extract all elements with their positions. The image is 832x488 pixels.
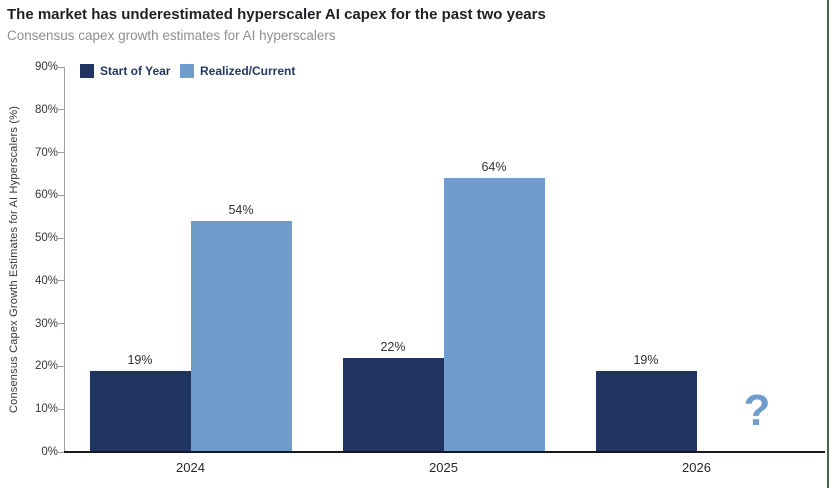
chart-title: The market has underestimated hyperscale…: [7, 6, 546, 23]
x-category-label: 2026: [682, 460, 711, 475]
legend-label-start-of-year: Start of Year: [100, 64, 171, 78]
bar-value-label: 19%: [633, 352, 659, 367]
y-tick-label: 80%: [34, 103, 58, 116]
y-tick-label: 40%: [34, 274, 58, 287]
y-tick-label: 90%: [34, 61, 58, 73]
y-tick-mark: [58, 194, 64, 196]
bar-start-of-year: [89, 370, 191, 452]
y-tick-mark: [58, 365, 64, 367]
legend-label-realized-current: Realized/Current: [200, 64, 296, 78]
y-tick-mark: [58, 451, 64, 453]
legend-swatch-start-of-year: [80, 64, 94, 78]
y-axis-line: [64, 67, 65, 452]
chart-subtitle: Consensus capex growth estimates for AI …: [7, 28, 336, 43]
legend-swatch-realized-current: [180, 64, 194, 78]
y-tick-mark: [58, 152, 64, 154]
y-tick-label: 60%: [34, 189, 58, 202]
bar-value-label: 22%: [380, 339, 406, 354]
bar-value-label: 64%: [481, 160, 507, 175]
y-tick-label: 0%: [41, 446, 58, 458]
y-tick-label: 20%: [34, 360, 58, 373]
bar-value-label: 19%: [127, 352, 153, 367]
y-tick-mark: [58, 237, 64, 239]
frame-right-border: [827, 0, 829, 488]
bar-value-label: 54%: [228, 203, 254, 217]
y-tick-mark: [58, 109, 64, 111]
x-axis-line: [64, 451, 825, 453]
x-category-label: 2025: [429, 460, 458, 475]
bar-start-of-year: [595, 370, 697, 452]
missing-value-question-mark: ?: [743, 386, 771, 435]
y-tick-label: 10%: [34, 403, 58, 416]
y-tick-label: 70%: [34, 146, 58, 159]
y-tick-mark: [58, 408, 64, 410]
y-tick-mark: [58, 323, 64, 325]
y-tick-label: 50%: [34, 232, 58, 245]
y-tick-label: 30%: [34, 317, 58, 330]
bar-realized-current: [443, 178, 545, 452]
y-tick-mark: [58, 66, 64, 68]
x-category-label: 2024: [176, 460, 205, 475]
y-tick-mark: [58, 280, 64, 282]
bar-realized-current: [190, 221, 292, 452]
bar-start-of-year: [342, 357, 444, 452]
